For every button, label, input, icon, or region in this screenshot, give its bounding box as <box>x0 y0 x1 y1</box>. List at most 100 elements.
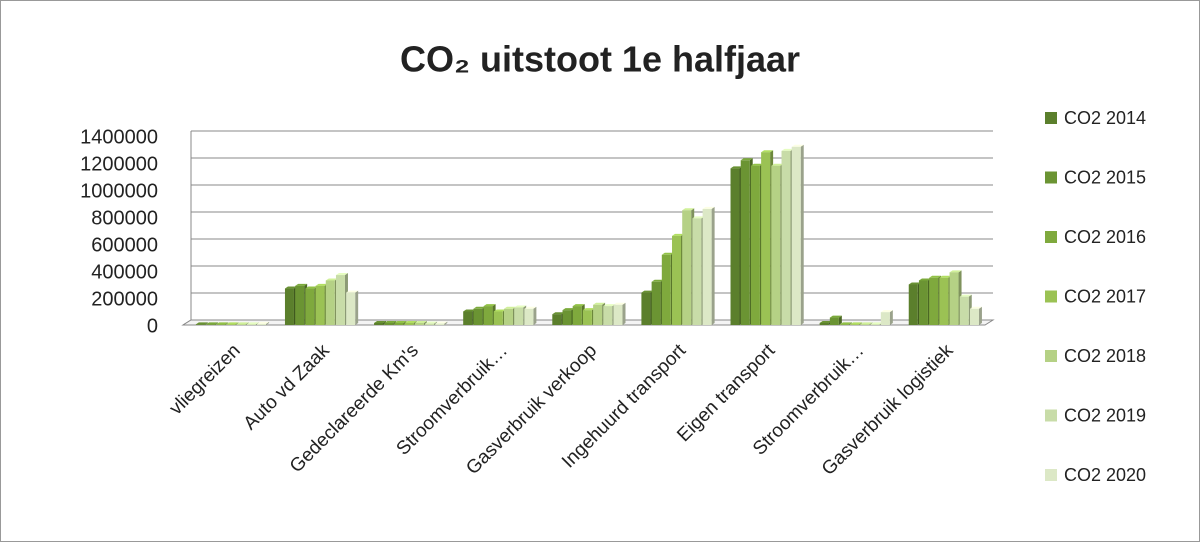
bar-top <box>394 320 407 323</box>
bar <box>819 322 829 325</box>
bar <box>593 304 603 325</box>
bar-top <box>969 306 982 309</box>
bar-side <box>355 290 359 325</box>
bar <box>661 254 671 325</box>
bar-side <box>434 321 438 325</box>
legend-label: CO2 2018 <box>1064 346 1146 366</box>
bar <box>969 308 979 325</box>
bar-top <box>315 283 328 286</box>
bar <box>929 277 939 325</box>
bar-top <box>641 290 654 293</box>
bar-side <box>444 321 448 325</box>
legend-label: CO2 2020 <box>1064 465 1146 485</box>
bar-top <box>939 275 952 278</box>
bar-top <box>346 290 359 293</box>
bar <box>781 150 791 325</box>
bar-top <box>503 306 516 309</box>
bar <box>346 292 356 325</box>
chart-title: CO₂ uitstoot 1e halfjaar <box>400 39 800 80</box>
bar <box>641 292 651 325</box>
bar-side <box>838 315 842 325</box>
bar <box>870 324 880 325</box>
bar <box>562 310 572 325</box>
legend-swatch <box>1045 409 1057 422</box>
bar <box>603 306 613 325</box>
y-tick-label: 400000 <box>91 261 158 283</box>
bar-side <box>533 306 537 325</box>
bar <box>682 210 692 325</box>
bar <box>880 312 890 325</box>
legend-swatch <box>1045 231 1057 243</box>
bar <box>195 324 205 325</box>
bar-top <box>435 321 448 324</box>
bar <box>761 152 771 325</box>
legend-swatch <box>1045 171 1057 184</box>
bar-top <box>195 322 208 325</box>
bar <box>651 281 661 325</box>
bar-top <box>257 321 270 324</box>
bar <box>702 208 712 325</box>
bar <box>939 277 949 325</box>
bar <box>374 322 384 325</box>
bar-top <box>860 322 873 325</box>
bar-top <box>246 322 259 325</box>
bar-side <box>622 302 626 325</box>
bar-top <box>829 315 842 318</box>
bar-top <box>682 208 695 211</box>
bar <box>425 323 435 325</box>
bar <box>949 272 959 325</box>
bar-side <box>849 322 853 325</box>
bar-top <box>226 322 239 325</box>
bar-top <box>840 322 853 325</box>
bar <box>572 306 582 325</box>
legend-swatch <box>1045 112 1057 124</box>
bar-top <box>702 206 715 209</box>
legend-label: CO2 2019 <box>1064 405 1146 425</box>
bar-top <box>582 308 595 311</box>
bar-side <box>869 322 873 325</box>
bar <box>840 324 850 325</box>
bar-side <box>255 322 259 325</box>
bar-side <box>889 310 893 325</box>
bar <box>404 322 414 325</box>
bar <box>908 284 918 325</box>
bar <box>771 165 781 325</box>
bar-top <box>593 302 606 305</box>
bar-top <box>514 305 527 308</box>
bar-top <box>870 322 883 325</box>
y-tick-label: 800000 <box>91 207 158 229</box>
y-tick-label: 600000 <box>91 234 158 256</box>
bar-top <box>284 286 297 289</box>
bar <box>493 311 503 325</box>
bar <box>435 323 445 325</box>
bar-top <box>613 302 626 305</box>
bar <box>236 324 246 325</box>
bar-top <box>730 166 743 169</box>
bar-top <box>692 216 705 219</box>
bar <box>959 296 969 325</box>
bar <box>692 218 702 325</box>
bar-side <box>266 321 270 325</box>
y-tick-label: 0 <box>147 315 158 337</box>
bar-top <box>949 270 962 273</box>
bar-side <box>235 322 239 325</box>
bar <box>284 288 294 325</box>
bar-top <box>425 321 438 324</box>
bar-top <box>750 163 763 166</box>
bar <box>860 324 870 325</box>
bar <box>246 324 256 325</box>
bar-top <box>473 306 486 309</box>
bar-top <box>216 322 229 325</box>
bar-top <box>552 312 565 315</box>
legend-label: CO2 2015 <box>1064 167 1146 187</box>
bar <box>463 311 473 325</box>
bar <box>226 324 236 325</box>
bar-top <box>771 163 784 166</box>
bar-top <box>929 275 942 278</box>
bar-top <box>305 286 318 289</box>
bar <box>394 322 404 325</box>
bar <box>750 165 760 325</box>
bar <box>582 310 592 325</box>
bar-side <box>423 320 427 325</box>
